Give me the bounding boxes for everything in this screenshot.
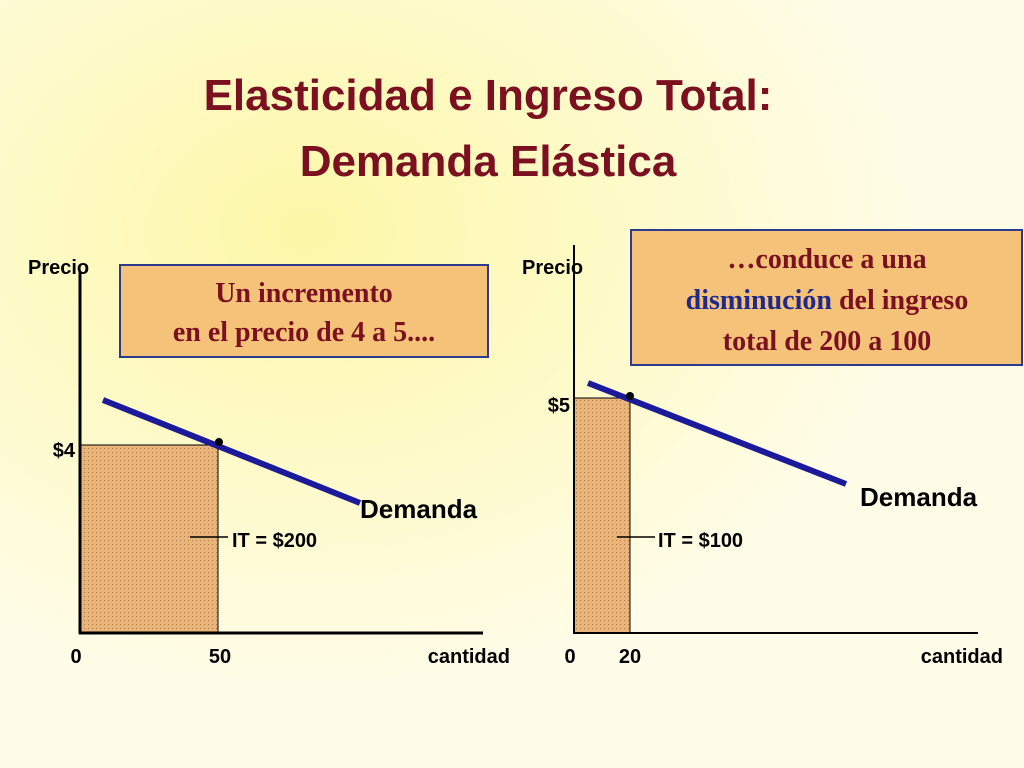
curve-label: Demanda xyxy=(360,494,478,524)
note-box xyxy=(119,264,489,358)
note-line: en el precio de 4 a 5.... xyxy=(173,317,435,348)
panel: Precio $4 0 50 cantidad Demanda IT = $20… xyxy=(28,257,510,668)
x-label: cantidad xyxy=(921,646,1003,668)
origin-label: 0 xyxy=(564,646,575,668)
price-label: $4 xyxy=(53,440,76,462)
y-label: Precio xyxy=(522,257,583,279)
note-text: del ingreso xyxy=(839,285,968,316)
origin-label: 0 xyxy=(70,646,81,668)
title-line: Demanda Elástica xyxy=(300,137,677,186)
note-line: total de 200 a 100 xyxy=(723,326,931,357)
demand-line xyxy=(101,397,362,506)
y-label: Precio xyxy=(28,257,89,279)
note-emphasis: disminución xyxy=(686,285,833,316)
price-label: $5 xyxy=(548,395,570,417)
note-line: Un incremento xyxy=(215,278,393,309)
area-label: IT = $100 xyxy=(658,530,743,552)
point xyxy=(215,438,223,446)
note-line: …conduce a una xyxy=(727,244,926,275)
panel: Precio $5 0 20 cantidad Demanda IT = $10… xyxy=(522,229,1023,668)
curve-label: Demanda xyxy=(860,482,978,512)
point xyxy=(626,392,634,400)
note-line: disminución del ingreso xyxy=(686,285,969,316)
revenue-area xyxy=(573,397,631,634)
x-label: cantidad xyxy=(428,646,510,668)
note-box xyxy=(630,229,1023,366)
revenue-area xyxy=(79,444,219,634)
area-label: IT = $200 xyxy=(232,530,317,552)
quantity-label: 20 xyxy=(619,646,641,668)
title-line: Elasticidad e Ingreso Total: xyxy=(204,71,773,120)
quantity-label: 50 xyxy=(209,646,231,668)
